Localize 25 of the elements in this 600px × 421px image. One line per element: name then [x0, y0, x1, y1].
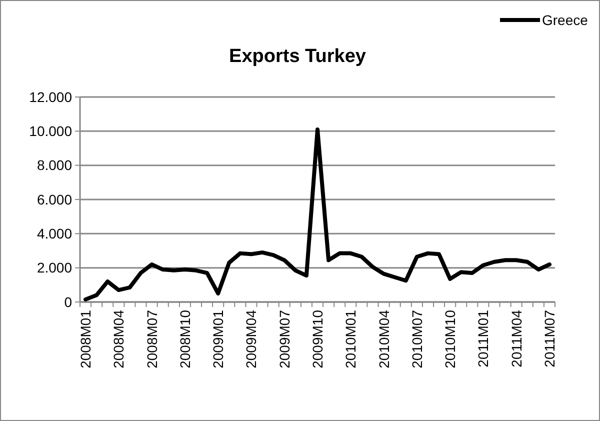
x-tick-label: 2011M01 [475, 310, 492, 368]
y-tick-label: 4.000 [36, 226, 72, 242]
x-tick-label: 2010M07 [408, 310, 425, 368]
line-series [84, 127, 552, 302]
y-tick-label: 2.000 [36, 260, 72, 276]
legend-label: Greece [542, 12, 588, 28]
x-tick-label: 2008M04 [110, 310, 127, 368]
chart-title: Exports Turkey [229, 46, 366, 67]
x-tick-label: 2009M04 [243, 310, 260, 368]
y-tick-label: 6.000 [36, 191, 72, 208]
y-tick-label: 0 [64, 294, 72, 310]
x-tick-label: 2010M10 [442, 310, 458, 368]
x-tick-label: 2011M07 [541, 310, 558, 368]
x-tick-label: 2009M01 [210, 310, 226, 368]
y-tick-label: 10.000 [29, 123, 72, 140]
x-tick-label: 2010M04 [376, 310, 392, 368]
x-tick-label: 2010M01 [342, 310, 359, 368]
x-tick-label: 2008M01 [78, 310, 94, 368]
x-tick-label: 2009M07 [276, 310, 292, 368]
x-tick-label: 2011M04 [508, 310, 524, 368]
x-tick-label: 2009M10 [310, 310, 326, 368]
y-tick-label: 8.000 [36, 157, 72, 174]
x-tick-label: 2008M07 [144, 310, 160, 368]
x-tick-label: 2008M10 [176, 310, 193, 368]
y-tick-label: 12.000 [29, 88, 72, 105]
